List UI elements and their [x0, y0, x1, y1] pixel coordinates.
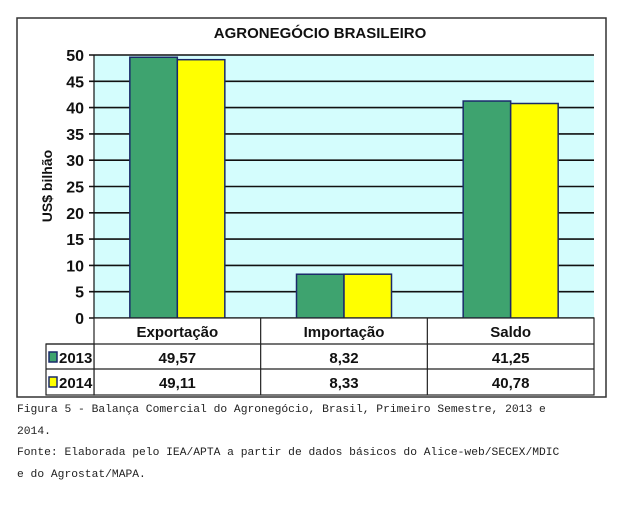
bar-2014-exportação — [176, 58, 226, 319]
bar-chart: AGRONEGÓCIO BRASILEIRO 0 5 10 15 20 25 30 35 40 45… — [16, 17, 607, 398]
data-value: 8,32 — [329, 350, 358, 367]
category-label: Exportação — [136, 324, 218, 341]
y-tick-label: 35 — [66, 127, 84, 144]
figure-caption-line-1: Figura 5 - Balança Comercial do Agronegó… — [17, 404, 546, 416]
y-tick-label: 0 — [75, 311, 84, 328]
y-tick-label: 25 — [66, 180, 84, 197]
bar-2013-saldo — [462, 100, 512, 319]
data-value: 8,33 — [329, 375, 358, 392]
figure-caption-line-2: 2014. — [17, 426, 51, 438]
y-tick-label: 30 — [66, 153, 84, 170]
data-table — [93, 317, 595, 396]
category-label: Importação — [304, 324, 385, 341]
chart-title: AGRONEGÓCIO BRASILEIRO — [214, 24, 427, 42]
data-value: 49,57 — [159, 350, 197, 367]
data-value: 40,78 — [492, 375, 530, 392]
legend-label-2013: 2013 — [59, 350, 92, 367]
legend-label-2014: 2014 — [59, 375, 93, 392]
y-tick-label: 45 — [66, 74, 84, 91]
bar-2014-importação — [343, 273, 393, 319]
bar-2013-importação — [295, 273, 345, 319]
bar-2014-saldo — [509, 102, 559, 319]
legend-swatch-2014 — [48, 376, 58, 388]
bar-2013-exportação — [129, 56, 179, 319]
y-tick-label: 50 — [66, 48, 84, 65]
y-tick-label: 20 — [66, 206, 84, 223]
data-value: 41,25 — [492, 350, 530, 367]
category-label: Saldo — [490, 324, 531, 341]
y-tick-label: 15 — [66, 232, 84, 249]
legend-swatch-2013 — [48, 351, 58, 363]
y-axis-label: US$ bilhão — [39, 150, 55, 222]
y-tick-label: 40 — [66, 101, 84, 118]
data-value: 49,11 — [159, 375, 196, 392]
source-line-1: Fonte: Elaborada pelo IEA/APTA a partir … — [17, 447, 560, 459]
y-tick-label: 5 — [75, 285, 84, 302]
y-tick-label: 10 — [66, 258, 84, 275]
source-line-2: e do Agrostat/MAPA. — [17, 469, 146, 481]
